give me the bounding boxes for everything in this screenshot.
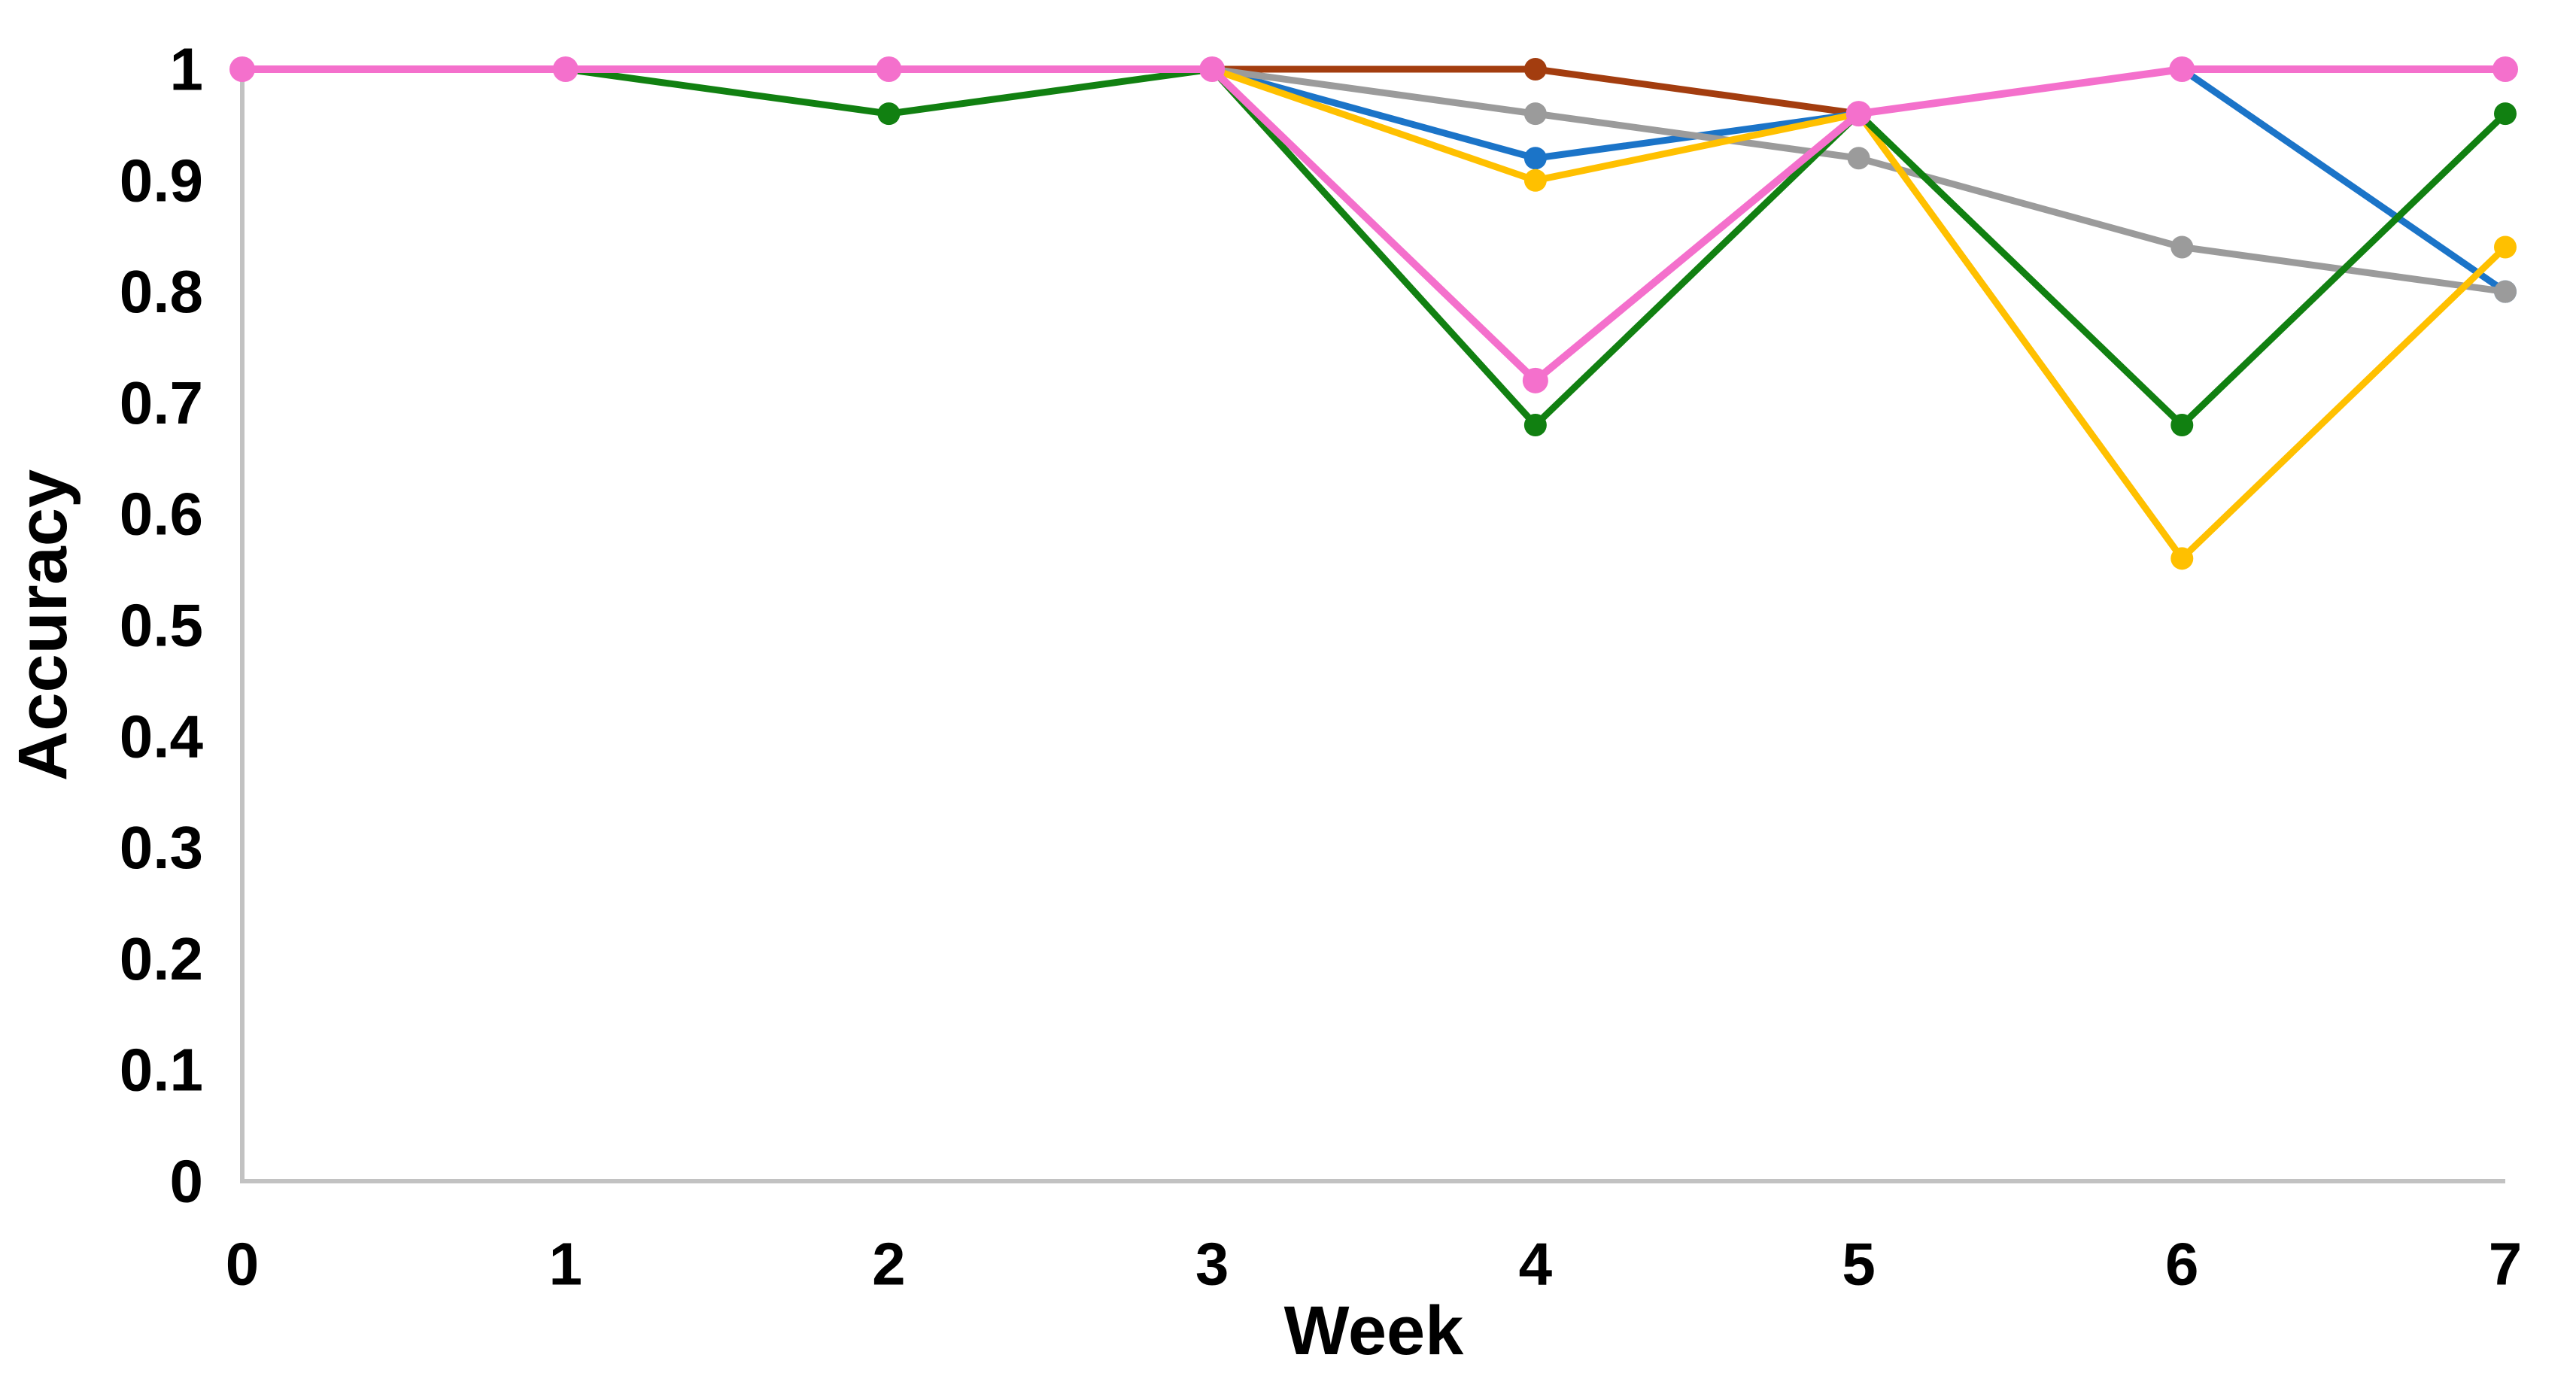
pink-series-marker xyxy=(1522,367,1548,393)
pink-series-marker xyxy=(2169,56,2195,82)
gray-series-marker xyxy=(1523,102,1547,126)
pink-series-marker xyxy=(876,56,902,82)
pink-series xyxy=(229,56,2518,393)
pink-series-marker xyxy=(552,56,579,82)
pink-series-marker xyxy=(229,56,255,82)
pink-series-marker xyxy=(1199,56,1226,82)
x-tick-label: 3 xyxy=(1195,1231,1229,1298)
green-series-marker xyxy=(1523,413,1547,436)
x-tick-label: 2 xyxy=(872,1231,906,1298)
axes xyxy=(240,66,2505,1183)
y-tick-label: 0.2 xyxy=(120,925,203,992)
pink-series-marker xyxy=(1845,101,1872,127)
y-axis-title: Accuracy xyxy=(5,469,81,781)
yellow-series-marker xyxy=(2170,547,2194,570)
y-tick-label: 0.7 xyxy=(120,369,203,436)
y-tick-label: 0.6 xyxy=(120,481,203,548)
yellow-series-line xyxy=(1208,65,2509,562)
gray-series-marker xyxy=(2170,235,2194,259)
yellow-series xyxy=(1201,58,2517,570)
x-tick-label: 0 xyxy=(226,1231,260,1298)
data-series xyxy=(229,56,2518,570)
pink-series-marker xyxy=(2492,56,2518,82)
brown-series-marker xyxy=(1523,58,1547,80)
x-tick-label: 7 xyxy=(2489,1231,2523,1298)
gray-series xyxy=(1201,58,2517,303)
yellow-series-marker xyxy=(2494,235,2517,259)
x-tick-labels: 0 1 2 3 4 5 6 7 xyxy=(226,1231,2523,1298)
pink-series-line xyxy=(238,65,2509,384)
gray-series-marker xyxy=(1847,147,1870,170)
y-tick-label: 0 xyxy=(170,1148,204,1215)
gray-series-marker xyxy=(2494,280,2517,303)
green-series-marker xyxy=(2170,413,2194,436)
x-tick-label: 1 xyxy=(548,1231,582,1298)
green-series-line xyxy=(238,65,2509,429)
green-series-marker xyxy=(2494,102,2517,126)
yellow-series-marker xyxy=(1523,169,1547,192)
y-tick-label: 0.1 xyxy=(120,1037,203,1104)
x-tick-label: 6 xyxy=(2165,1231,2199,1298)
y-tick-label: 0.3 xyxy=(120,814,203,881)
x-tick-label: 4 xyxy=(1519,1231,1553,1298)
x-axis-title: Week xyxy=(1284,1292,1465,1369)
x-tick-label: 5 xyxy=(1842,1231,1876,1298)
y-tick-label: 0.9 xyxy=(120,147,203,214)
blue-series-marker xyxy=(1523,147,1547,170)
y-tick-labels: 0 0.1 0.2 0.3 0.4 0.5 0.6 0.7 0.8 0.9 1 xyxy=(120,36,204,1215)
y-tick-label: 1 xyxy=(170,36,204,103)
y-tick-label: 0.4 xyxy=(120,703,204,770)
green-series-marker xyxy=(877,102,901,126)
y-tick-label: 0.5 xyxy=(120,592,203,659)
y-tick-label: 0.8 xyxy=(120,258,203,325)
